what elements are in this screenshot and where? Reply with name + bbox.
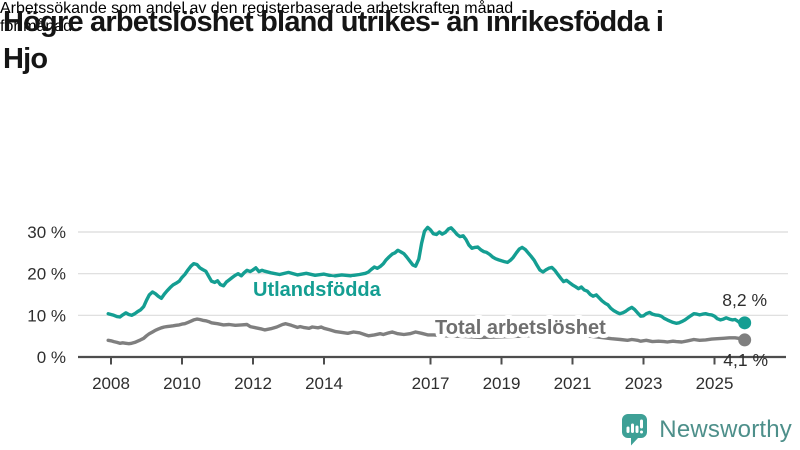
line-utlandsfodda <box>106 225 747 326</box>
end-dot-utlandsfodda <box>738 316 752 330</box>
end-value-label-total-arbetsloshet: 4,1 % <box>723 350 768 370</box>
y-tick-label-0: 0 % <box>37 348 66 367</box>
y-tick-label-30: 30 % <box>27 223 66 242</box>
newsworthy-icon <box>622 414 648 446</box>
series-label-total-arbetsloshet: Total arbetslöshet <box>435 317 606 339</box>
series-label-utlandsfodda: Utlandsfödda <box>253 279 382 301</box>
page-title: Högre arbetslöshet bland utrikes- än inr… <box>3 4 789 78</box>
x-tick-label-2014: 2014 <box>305 374 343 393</box>
subtitle-line-2: för månad. <box>0 18 77 35</box>
x-tick-label-2019: 2019 <box>483 374 521 393</box>
end-value-label-utlandsfodda: 8,2 % <box>722 290 767 310</box>
end-dot-total-arbetsloshet <box>738 333 752 347</box>
x-tick-label-2021: 2021 <box>554 374 592 393</box>
x-axis <box>78 355 786 365</box>
title-line-2: Hjo <box>3 43 48 75</box>
x-tick-label-2017: 2017 <box>412 374 450 393</box>
newsworthy-logo: Newsworthy <box>621 413 792 446</box>
x-tick-label-2010: 2010 <box>163 374 201 393</box>
line-total-arbetsloshet <box>106 317 747 346</box>
y-tick-label-20: 20 % <box>27 265 66 284</box>
annotations: Utlandsfödda Total arbetslöshet 8,2 % 4,… <box>249 275 768 370</box>
x-tick-label-2023: 2023 <box>625 374 663 393</box>
title-line-1: Högre arbetslöshet bland utrikes- än inr… <box>3 6 664 38</box>
newsworthy-wordmark: Newsworthy <box>659 415 792 443</box>
x-tick-label-2008: 2008 <box>92 374 130 393</box>
x-tick-label-2025: 2025 <box>696 374 734 393</box>
y-tick-label-10: 10 % <box>27 306 66 325</box>
axis-tick-labels: 2008 2010 2012 2014 2017 2019 2021 2023 2025 0 % 1… <box>27 223 733 393</box>
x-tick-label-2012: 2012 <box>234 374 272 393</box>
subtitle-line-1: Arbetssökande som andel av den registerb… <box>0 0 514 17</box>
logo-bars <box>626 419 644 434</box>
data-series <box>106 225 752 347</box>
